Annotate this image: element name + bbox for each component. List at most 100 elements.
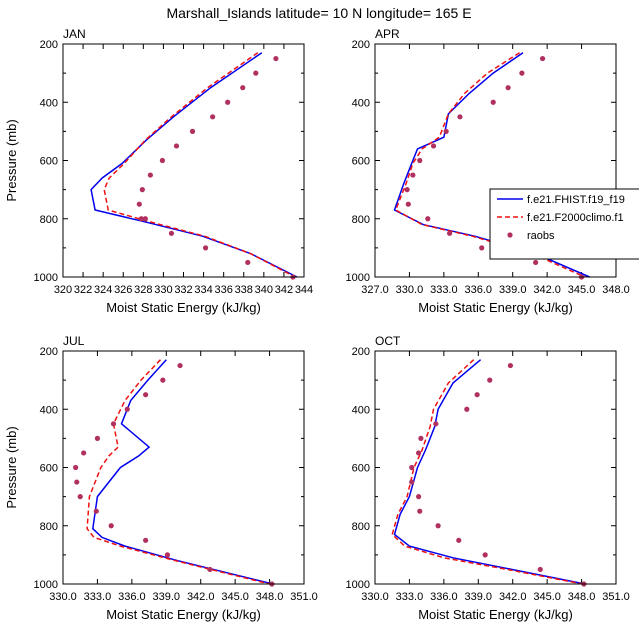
x-tick-label: 339.0 xyxy=(499,284,527,296)
series-line-f2000 xyxy=(103,52,296,278)
raobs-point xyxy=(93,508,99,514)
x-tick-label: 342.0 xyxy=(187,591,215,603)
raobs-point xyxy=(74,479,80,485)
raobs-point xyxy=(435,523,441,529)
x-tick-label: 345.0 xyxy=(221,591,249,603)
raobs-point xyxy=(409,464,415,471)
x-tick-label: 339.0 xyxy=(465,591,493,603)
x-tick-label: 344 xyxy=(295,284,313,296)
y-tick-label: 400 xyxy=(352,404,370,416)
raobs-point xyxy=(143,392,149,398)
x-tick-label: 342 xyxy=(275,284,293,296)
x-tick-label: 336 xyxy=(214,284,232,296)
raobs-point xyxy=(147,172,153,178)
series-line-fhist xyxy=(92,359,274,585)
figure-title: Marshall_Islands latitude= 10 N longitud… xyxy=(166,5,471,21)
x-tick-label: 351.0 xyxy=(290,591,318,603)
y-tick-label: 200 xyxy=(40,346,58,358)
raobs-point xyxy=(404,187,410,193)
x-tick-label: 333.0 xyxy=(84,591,112,603)
raobs-point xyxy=(482,552,488,558)
series-line-fhist xyxy=(90,52,298,278)
x-tick-label: 330.0 xyxy=(396,284,424,296)
x-axis-label: Moist Static Energy (kJ/kg) xyxy=(106,300,261,315)
x-tick-label: 330.0 xyxy=(361,591,389,603)
raobs-point xyxy=(487,377,493,383)
raobs-point xyxy=(490,99,496,105)
raobs-point xyxy=(77,494,83,500)
raobs-point xyxy=(507,362,514,369)
y-tick-label: 1000 xyxy=(34,579,58,591)
raobs-point xyxy=(539,55,546,62)
raobs-point xyxy=(410,172,416,178)
y-tick-label: 800 xyxy=(40,214,58,226)
x-axis-label: Moist Static Energy (kJ/kg) xyxy=(106,607,261,622)
x-tick-label: 327.0 xyxy=(361,284,389,296)
raobs-point xyxy=(533,259,539,266)
raobs-point xyxy=(160,377,166,383)
raobs-point xyxy=(443,128,449,134)
raobs-point xyxy=(143,537,149,543)
raobs-point xyxy=(110,421,117,427)
y-tick-label: 1000 xyxy=(34,272,58,284)
y-tick-label: 600 xyxy=(40,156,58,168)
y-tick-label: 200 xyxy=(40,39,58,51)
x-tick-label: 339.0 xyxy=(153,591,181,603)
raobs-point xyxy=(73,464,79,471)
plot-frame xyxy=(62,350,305,585)
x-tick-label: 332 xyxy=(174,284,192,296)
legend-box xyxy=(489,188,639,260)
legend-label-fhist: f.e21.FHIST.f19_f19 xyxy=(527,194,625,206)
raobs-point xyxy=(240,85,246,91)
raobs-point xyxy=(418,435,424,441)
x-tick-label: 328 xyxy=(134,284,152,296)
raobs-point xyxy=(245,259,251,266)
series-line-f2000 xyxy=(391,359,583,585)
x-axis-label: Moist Static Energy (kJ/kg) xyxy=(418,300,573,315)
chart-panel-apr: 327.0 330.0 333.0 336.0 339.0 342.0 345.0 348.0… xyxy=(346,27,630,315)
x-tick-label: 326 xyxy=(114,284,132,296)
x-tick-label: 345.0 xyxy=(533,591,561,603)
raobs-point xyxy=(433,421,439,427)
x-tick-label: 334 xyxy=(194,284,212,296)
raobs-point xyxy=(409,479,415,485)
raobs-point xyxy=(474,392,480,398)
y-tick-label: 600 xyxy=(352,463,370,475)
y-axis-label: Pressure (mb) xyxy=(4,426,19,508)
raobs-point xyxy=(202,245,209,251)
x-tick-label: 320 xyxy=(54,284,72,296)
x-tick-label: 324 xyxy=(94,284,112,296)
y-tick-label: 600 xyxy=(352,156,370,168)
x-tick-label: 336.0 xyxy=(430,591,458,603)
raobs-point xyxy=(464,406,470,412)
raobs-point xyxy=(164,552,171,558)
x-tick-label: 336.0 xyxy=(118,591,146,603)
x-tick-label: 342.0 xyxy=(533,284,561,296)
raobs-point xyxy=(505,85,511,91)
raobs-point xyxy=(417,508,423,514)
panel-title: JAN xyxy=(63,27,86,41)
x-tick-label: 333.0 xyxy=(430,284,458,296)
raobs-point xyxy=(138,216,144,222)
y-axis-label: Pressure (mb) xyxy=(4,119,19,201)
series-line-f2000 xyxy=(394,52,586,278)
y-tick-label: 1000 xyxy=(346,272,370,284)
raobs-point xyxy=(139,187,145,193)
x-tick-label: 330.0 xyxy=(49,591,77,603)
y-tick-label: 200 xyxy=(352,39,370,51)
legend: f.e21.FHIST.f19_f19 f.e21.F2000climo.f1 … xyxy=(489,188,639,260)
raobs-point xyxy=(81,450,87,456)
raobs-point xyxy=(457,114,463,120)
x-axis-label: Moist Static Energy (kJ/kg) xyxy=(418,607,573,622)
raobs-point xyxy=(456,537,462,543)
x-tick-label: 351.0 xyxy=(602,591,630,603)
y-tick-label: 400 xyxy=(40,404,58,416)
series-line-f2000 xyxy=(86,359,270,585)
raobs-point xyxy=(173,143,180,149)
raobs-point xyxy=(225,99,231,105)
raobs-point xyxy=(416,450,422,456)
panel-title: APR xyxy=(375,27,400,41)
x-tick-label: 336.0 xyxy=(465,284,493,296)
x-tick-label: 345.0 xyxy=(568,284,596,296)
